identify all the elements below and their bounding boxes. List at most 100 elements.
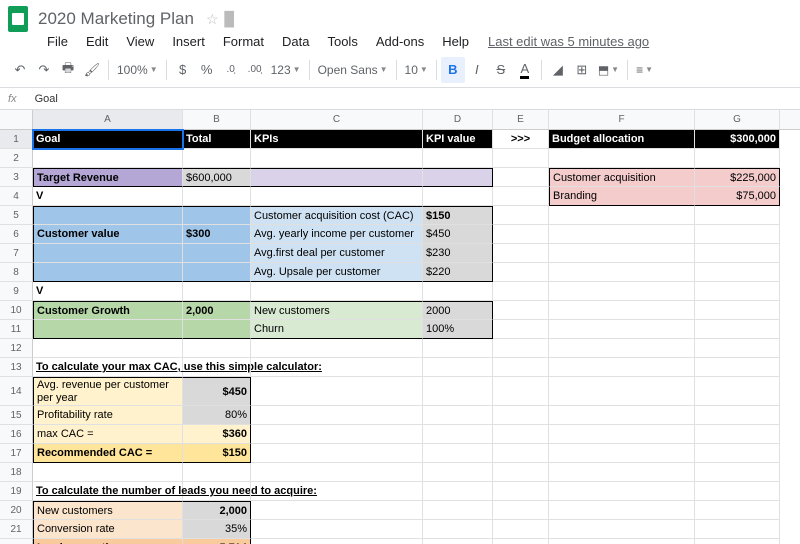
cell-A1[interactable]: Goal xyxy=(33,130,183,149)
paint-format-button[interactable]: 🖌 xyxy=(80,57,104,83)
cell-C1[interactable]: KPIs xyxy=(251,130,423,149)
cell-B20[interactable]: 2,000 xyxy=(183,501,251,520)
cell-E1[interactable]: >>> xyxy=(493,130,549,149)
col-header-F[interactable]: F xyxy=(549,110,695,129)
cell-B3[interactable]: $600,000 xyxy=(183,168,251,187)
menu-insert[interactable]: Insert xyxy=(163,33,214,50)
cell-G1[interactable]: $300,000 xyxy=(695,130,780,149)
undo-button[interactable]: ↶ xyxy=(8,57,32,83)
strike-button[interactable]: S xyxy=(489,57,513,83)
cell-C5[interactable]: Customer acquisition cost (CAC) xyxy=(251,206,423,225)
cell-F4[interactable]: Branding xyxy=(549,187,695,206)
row-header-19[interactable]: 19 xyxy=(0,482,33,501)
cell-D11[interactable]: 100% xyxy=(423,320,493,339)
row-header-21[interactable]: 21 xyxy=(0,520,33,539)
row-header-20[interactable]: 20 xyxy=(0,501,33,520)
cell-C7[interactable]: Avg.first deal per customer xyxy=(251,244,423,263)
sheets-icon[interactable] xyxy=(8,6,28,32)
document-title[interactable]: 2020 Marketing Plan xyxy=(38,9,194,29)
row-header-3[interactable]: 3 xyxy=(0,168,33,187)
cell-B16[interactable]: $360 xyxy=(183,425,251,444)
cell-D5[interactable]: $150 xyxy=(423,206,493,225)
row-header-8[interactable]: 8 xyxy=(0,263,33,282)
row-header-13[interactable]: 13 xyxy=(0,358,33,377)
row-header-6[interactable]: 6 xyxy=(0,225,33,244)
cell-D1[interactable]: KPI value xyxy=(423,130,493,149)
cell-C10[interactable]: New customers xyxy=(251,301,423,320)
cell-D8[interactable]: $220 xyxy=(423,263,493,282)
menu-edit[interactable]: Edit xyxy=(77,33,117,50)
cell-G3[interactable]: $225,000 xyxy=(695,168,780,187)
col-header-B[interactable]: B xyxy=(183,110,251,129)
row-header-2[interactable]: 2 xyxy=(0,149,33,168)
cell-B15[interactable]: 80% xyxy=(183,406,251,425)
cell-A16[interactable]: max CAC = xyxy=(33,425,183,444)
font-size-select[interactable]: 10▼ xyxy=(401,63,432,77)
row-header-12[interactable]: 12 xyxy=(0,339,33,358)
print-button[interactable]: 🖶 xyxy=(56,57,80,83)
number-format-select[interactable]: 123▼ xyxy=(267,63,305,77)
cell-A17[interactable]: Recommended CAC = xyxy=(33,444,183,463)
percent-button[interactable]: % xyxy=(195,57,219,83)
cell-B21[interactable]: 35% xyxy=(183,520,251,539)
cell-A3[interactable]: Target Revenue xyxy=(33,168,183,187)
folder-icon[interactable]: ▉ xyxy=(225,11,236,28)
row-header-18[interactable]: 18 xyxy=(0,463,33,482)
row-header-7[interactable]: 7 xyxy=(0,244,33,263)
fill-color-button[interactable]: ◢ xyxy=(546,57,570,83)
menu-data[interactable]: Data xyxy=(273,33,318,50)
row-header-11[interactable]: 11 xyxy=(0,320,33,339)
star-icon[interactable]: ☆ xyxy=(206,11,219,28)
row-header-5[interactable]: 5 xyxy=(0,206,33,225)
font-select[interactable]: Open Sans▼ xyxy=(314,63,392,77)
cell-G4[interactable]: $75,000 xyxy=(695,187,780,206)
cell-B10[interactable]: 2,000 xyxy=(183,301,251,320)
row-header-4[interactable]: 4 xyxy=(0,187,33,206)
cell-D10[interactable]: 2000 xyxy=(423,301,493,320)
col-header-D[interactable]: D xyxy=(423,110,493,129)
cell-B17[interactable]: $150 xyxy=(183,444,251,463)
cell-B6[interactable]: $300 xyxy=(183,225,251,244)
menu-view[interactable]: View xyxy=(117,33,163,50)
cell-B1[interactable]: Total xyxy=(183,130,251,149)
zoom-select[interactable]: 100%▼ xyxy=(113,63,162,77)
cell-F1[interactable]: Budget allocation xyxy=(549,130,695,149)
col-header-G[interactable]: G xyxy=(695,110,780,129)
cell-C6[interactable]: Avg. yearly income per customer xyxy=(251,225,423,244)
col-header-C[interactable]: C xyxy=(251,110,423,129)
row-header-17[interactable]: 17 xyxy=(0,444,33,463)
cell-A4[interactable]: V xyxy=(33,187,183,206)
cell-A9[interactable]: V xyxy=(33,282,183,301)
row-header-14[interactable]: 14 xyxy=(0,377,33,406)
h-align-button[interactable]: ≡▼ xyxy=(632,63,657,77)
row-header-15[interactable]: 15 xyxy=(0,406,33,425)
redo-button[interactable]: ↷ xyxy=(32,57,56,83)
row-header-10[interactable]: 10 xyxy=(0,301,33,320)
select-all-corner[interactable] xyxy=(0,110,33,130)
cell-A20[interactable]: New customers xyxy=(33,501,183,520)
menu-addons[interactable]: Add-ons xyxy=(367,33,433,50)
menu-tools[interactable]: Tools xyxy=(318,33,366,50)
col-header-A[interactable]: A xyxy=(33,110,183,129)
text-color-button[interactable]: A xyxy=(513,57,537,83)
currency-button[interactable]: $ xyxy=(171,57,195,83)
row-header-9[interactable]: 9 xyxy=(0,282,33,301)
dec-increase-button[interactable]: .00̩ xyxy=(243,57,267,83)
row-header-22[interactable]: 22 xyxy=(0,539,33,544)
cell-B22[interactable]: 5,714 xyxy=(183,539,251,544)
menu-format[interactable]: Format xyxy=(214,33,273,50)
fx-value[interactable]: Goal xyxy=(35,93,58,105)
italic-button[interactable]: I xyxy=(465,57,489,83)
spreadsheet-grid[interactable]: 1 2 3 4 5 6 7 8 9 10 11 12 13 14 15 16 1… xyxy=(0,110,800,544)
dec-decrease-button[interactable]: .0̩ xyxy=(219,57,243,83)
merge-button[interactable]: ⬒▼ xyxy=(594,63,623,77)
cell-D6[interactable]: $450 xyxy=(423,225,493,244)
cell-B14[interactable]: $450 xyxy=(183,377,251,406)
cell-A14[interactable]: Avg. revenue per customer per year xyxy=(33,377,183,406)
col-header-E[interactable]: E xyxy=(493,110,549,129)
menu-help[interactable]: Help xyxy=(433,33,478,50)
bold-button[interactable]: B xyxy=(441,57,465,83)
cell-A10[interactable]: Customer Growth xyxy=(33,301,183,320)
cell-A15[interactable]: Profitability rate xyxy=(33,406,183,425)
row-header-1[interactable]: 1 xyxy=(0,130,33,149)
